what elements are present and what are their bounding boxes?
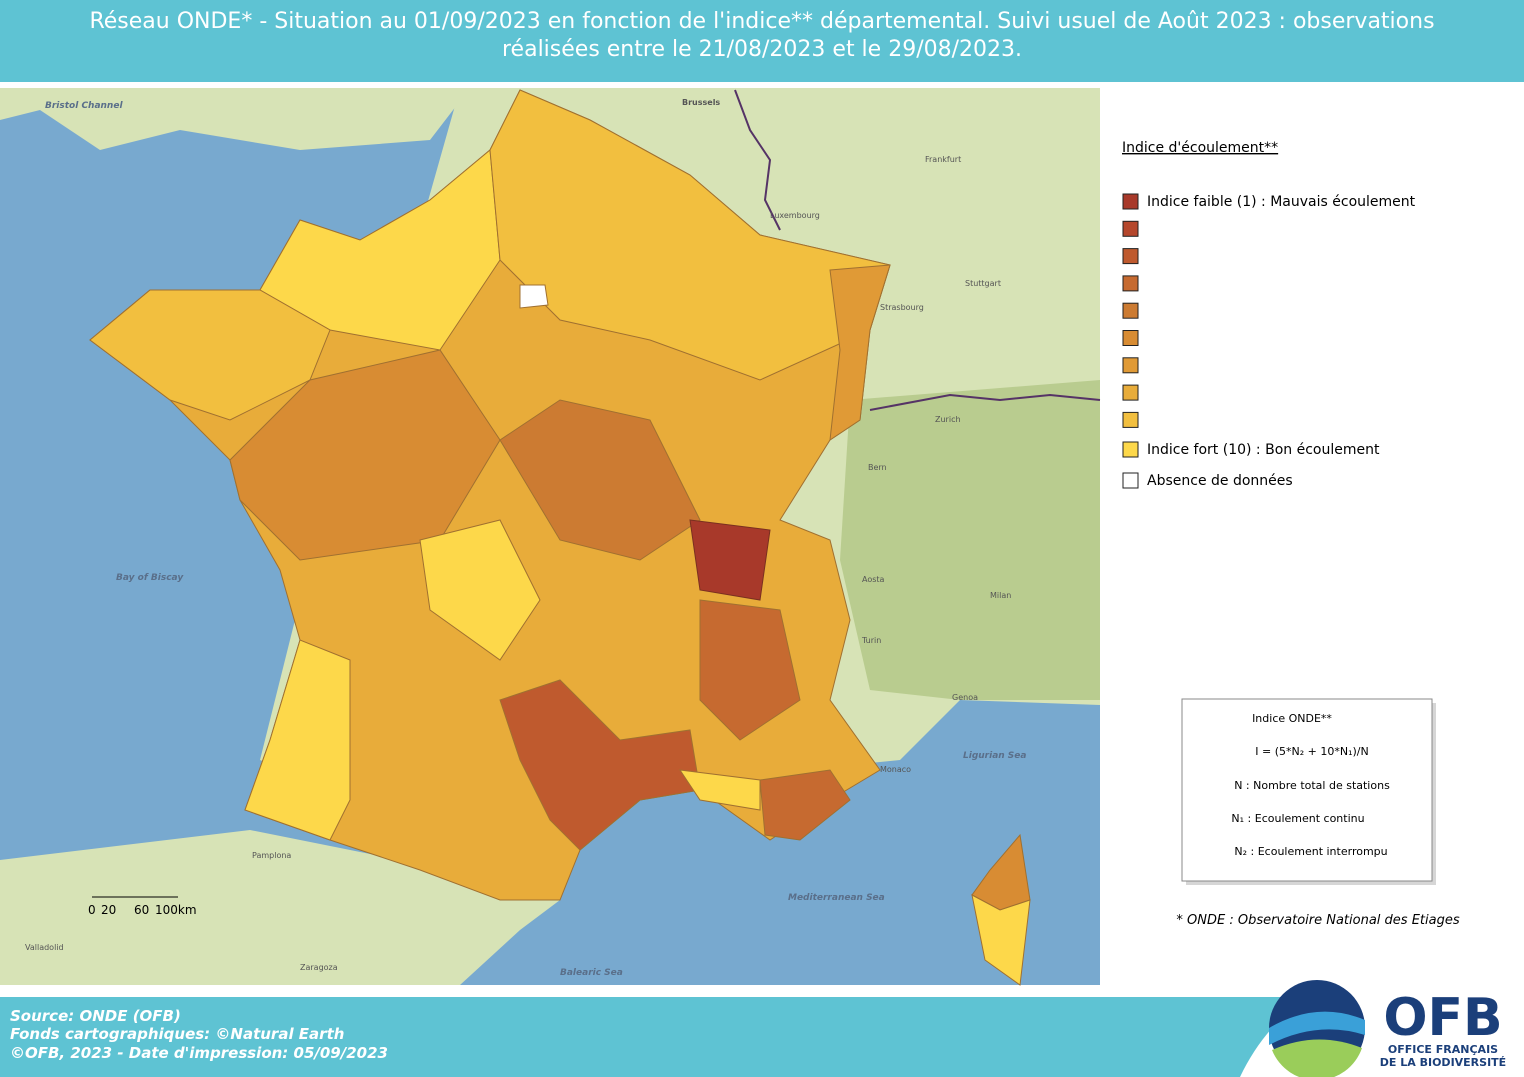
border	[734, 89, 781, 231]
land	[0, 88, 470, 150]
region	[699, 599, 801, 741]
sea-label: Bristol Channel	[45, 101, 123, 111]
legend-label: Absence de données	[1147, 473, 1293, 489]
logo-name: OFFICE FRANÇAIS	[1388, 1043, 1498, 1056]
box-line: N₁ : Ecoulement continu	[1231, 812, 1364, 825]
place-label: Turin	[861, 636, 881, 645]
legend-swatch	[1122, 302, 1139, 319]
region	[829, 264, 891, 442]
place-label: Milan	[990, 591, 1011, 600]
box	[1181, 698, 1433, 882]
sea-label: Balearic Sea	[560, 968, 623, 978]
map: Brussels Luxembourg Frankfurt Stuttgart …	[0, 88, 1101, 986]
place-label: Luxembourg	[770, 211, 820, 220]
alps	[840, 380, 1100, 700]
source-line: Fonds cartographiques: ©Natural Earth	[10, 1025, 344, 1043]
source-line: Source: ONDE (OFB)	[10, 1007, 181, 1025]
region	[89, 289, 331, 421]
legend-swatch	[1122, 330, 1139, 346]
region	[244, 639, 351, 841]
place-label: Monaco	[880, 765, 911, 774]
place-label: Zurich	[935, 415, 961, 424]
scale-label: 60	[134, 903, 149, 917]
scale-label: 20	[101, 903, 116, 917]
place-label: Zaragoza	[300, 963, 338, 972]
legend-swatch	[1122, 193, 1139, 210]
logo-name: DE LA BIODIVERSITÉ	[1380, 1056, 1506, 1069]
sea-label: Ligurian Sea	[963, 751, 1026, 761]
region	[678, 769, 761, 811]
legend-swatch	[1122, 357, 1139, 374]
formula-box: Indice ONDE** I = (5*N₂ + 10*N₁)/N N : N…	[1181, 698, 1436, 885]
box-title: Indice ONDE**	[1252, 712, 1332, 725]
place-label: Stuttgart	[965, 279, 1001, 288]
border	[869, 393, 1101, 411]
region	[759, 769, 851, 841]
legend-title: Indice d'écoulement**	[1122, 140, 1278, 156]
scale-bar: 0 20 60 100km	[88, 896, 197, 917]
logo: OFB OFFICE FRANÇAIS DE LA BIODIVERSITÉ	[1269, 980, 1506, 1077]
place-label: Valladolid	[25, 943, 64, 952]
region	[229, 349, 501, 561]
sea-label: Bay of Biscay	[116, 573, 184, 583]
box-line: I = (5*N₂ + 10*N₁)/N	[1255, 745, 1368, 758]
logo-acronym: OFB	[1383, 988, 1502, 1048]
sea-label: Mediterranean Sea	[788, 893, 885, 903]
region	[499, 399, 701, 561]
title-line: réalisées entre le 21/08/2023 et le 29/0…	[502, 37, 1022, 62]
place-label: Strasbourg	[880, 303, 924, 312]
legend-swatch	[1122, 248, 1139, 265]
legend-swatch	[1122, 441, 1139, 458]
place-label: Aosta	[862, 575, 885, 584]
header-bar	[0, 0, 1524, 82]
legend-swatch	[1122, 411, 1139, 428]
legend-swatch	[1122, 220, 1139, 237]
legend-swatch	[1122, 384, 1139, 401]
no-data	[519, 284, 549, 309]
title-line: Réseau ONDE* - Situation au 01/09/2023 e…	[89, 9, 1434, 34]
scale-label: 0	[88, 903, 96, 917]
box-line: N : Nombre total de stations	[1234, 779, 1390, 792]
footnote: * ONDE : Observatoire National des Etiag…	[1176, 913, 1459, 928]
place-label: Frankfurt	[925, 155, 961, 164]
region	[689, 519, 771, 601]
place-label: Brussels	[682, 98, 720, 107]
legend-label: Indice fort (10) : Bon écoulement	[1147, 442, 1380, 458]
box-line: N₂ : Ecoulement interrompu	[1234, 845, 1387, 858]
legend: Indice faible (1) : Mauvais écoulement In…	[1122, 193, 1416, 489]
legend-swatch	[1122, 275, 1139, 292]
scale-label: 100km	[155, 903, 197, 917]
legend-swatch	[1122, 472, 1139, 489]
place-label: Bern	[868, 463, 887, 472]
region	[419, 519, 541, 661]
place-label: Genoa	[952, 693, 978, 702]
source-line: ©OFB, 2023 - Date d'impression: 05/09/20…	[10, 1044, 388, 1062]
legend-label: Indice faible (1) : Mauvais écoulement	[1147, 194, 1416, 210]
corsica	[971, 894, 1031, 986]
place-label: Pamplona	[252, 851, 291, 860]
region	[499, 679, 701, 851]
